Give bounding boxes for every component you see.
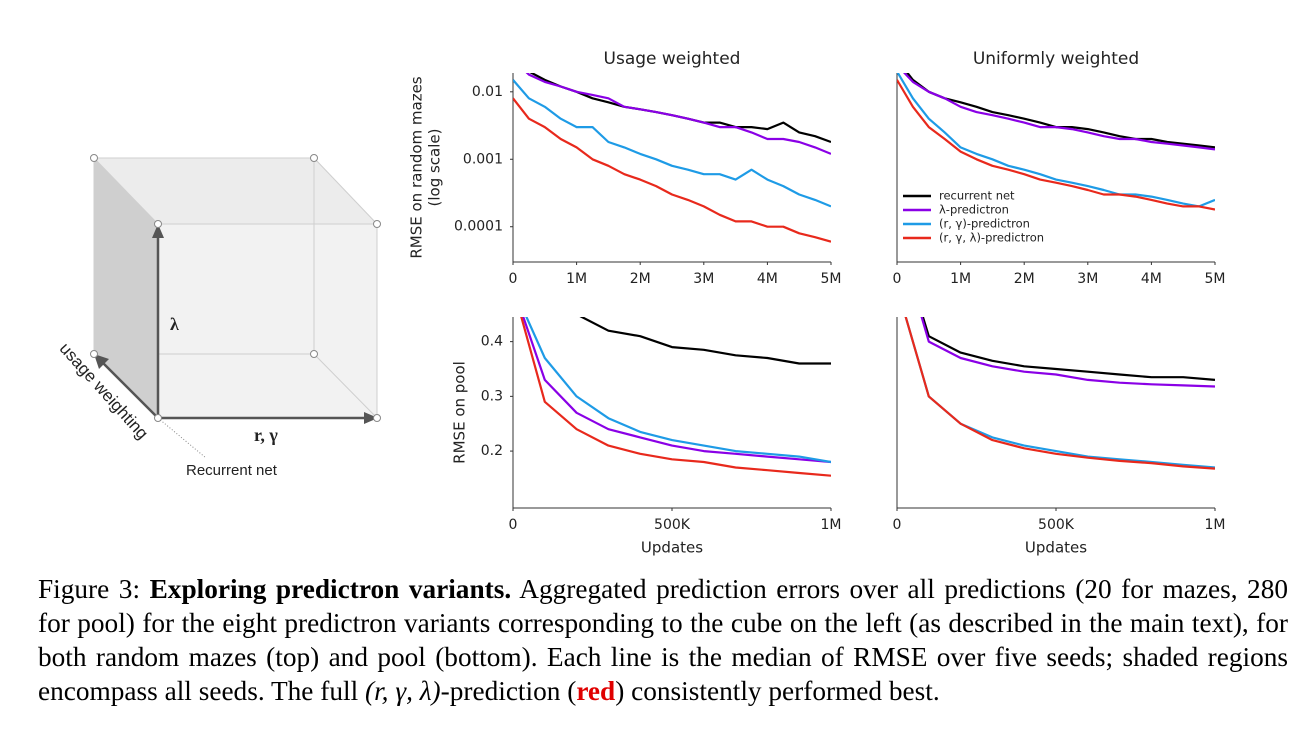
series-line [522,317,831,464]
x-tick-label: 5M [821,271,842,287]
x-tick-label: 4M [757,271,778,287]
caption-bold: Exploring predictron variants. [149,574,512,604]
cube-axes [94,224,378,424]
series-line [904,317,1215,470]
cube-front-face [158,224,377,418]
x-tick-label: 0 [509,271,518,287]
caption-math: (r, γ, λ) [364,676,441,706]
x-axis-label: Updates [641,539,703,557]
legend-label: λ-predictron [939,203,1009,217]
series-line [906,73,1215,149]
cube-top-face [94,158,377,224]
x-tick-label: 4M [1141,271,1162,287]
x-tick-label: 0 [509,517,518,533]
rgamma-label: r, γ [254,425,278,445]
series-line [520,317,831,477]
cube: λ r, γ usage weighting Recurrent net [56,154,381,479]
y-axis-label: RMSE on random mazes [408,76,426,258]
caption-text: -prediction ( [440,676,577,706]
recurrent-pointer [157,417,207,459]
x-tick-label: 500K [1038,517,1075,533]
plot-area [897,73,1215,211]
caption-red: red [576,676,616,706]
x-tick-label: 2M [630,271,651,287]
legend-label: (r, γ, λ)-predictron [939,231,1044,245]
y-tick-label: 0.01 [472,84,503,100]
series-line [920,317,1215,388]
y-tick-label: 0.001 [463,151,503,167]
x-tick-label: 5M [1205,271,1226,287]
y-tick-label: 0.2 [481,443,503,459]
cube-edges [93,157,378,419]
chart-title: Usage weighted [604,49,741,69]
chart: Usage weighted RMSE on random mazes (log s… [408,49,842,287]
series-line [903,73,1215,151]
series-line [921,317,1215,381]
x-tick-label: 1M [566,271,587,287]
legend-label: recurrent net [939,189,1015,203]
caption-label: Figure 3: [38,574,141,604]
series-line [579,317,831,365]
x-tick-label: 2M [1014,271,1035,287]
plot-area [904,317,1215,470]
legend-label: (r, γ)-predictron [939,217,1030,231]
y-axis-label: RMSE on pool [451,361,469,464]
plot-area [520,317,831,477]
x-tick-label: 3M [1077,271,1098,287]
x-tick-label: 0 [893,517,902,533]
caption-text: ) consistently performed best. [615,676,940,706]
cube-shaded-face [94,158,158,418]
caption: Figure 3: Exploring predictron variants.… [38,572,1288,708]
chart-title: Uniformly weighted [973,49,1139,69]
series-line [529,73,831,144]
cube-vertices [90,154,381,422]
lambda-label: λ [170,314,179,334]
caption-text: Aggregated prediction errors over all pr… [38,574,1289,706]
figure: λ r, γ usage weighting Recurrent net Usa… [56,49,1226,557]
x-tick-label: 1M [1205,517,1226,533]
chart: RMSE on pool Updates 0 500K 1M 0.4 0.3 0.2 [451,317,842,557]
x-tick-label: 500K [654,517,691,533]
series-line [513,79,831,208]
series-line [897,79,1215,211]
plot-area [513,73,831,243]
x-tick-label: 0 [893,271,902,287]
series-line [897,73,1215,208]
y-tick-label: 0.4 [481,334,503,350]
series-line [513,97,831,243]
y-axis-label: (log scale) [426,129,444,207]
series-line [525,317,831,464]
x-tick-label: 1M [950,271,971,287]
y-tick-label: 0.0001 [454,219,503,235]
series-line [525,73,831,155]
x-tick-label: 1M [821,517,842,533]
x-axis-label: Updates [1025,539,1087,557]
x-tick-label: 3M [693,271,714,287]
chart: Uniformly weighted 0 1M 2M 3M 4M 5M recurrent n… [893,49,1226,287]
recurrent-label: Recurrent net [186,462,278,479]
chart: Updates 0 500K 1M [893,317,1226,557]
y-tick-label: 0.3 [481,388,503,404]
